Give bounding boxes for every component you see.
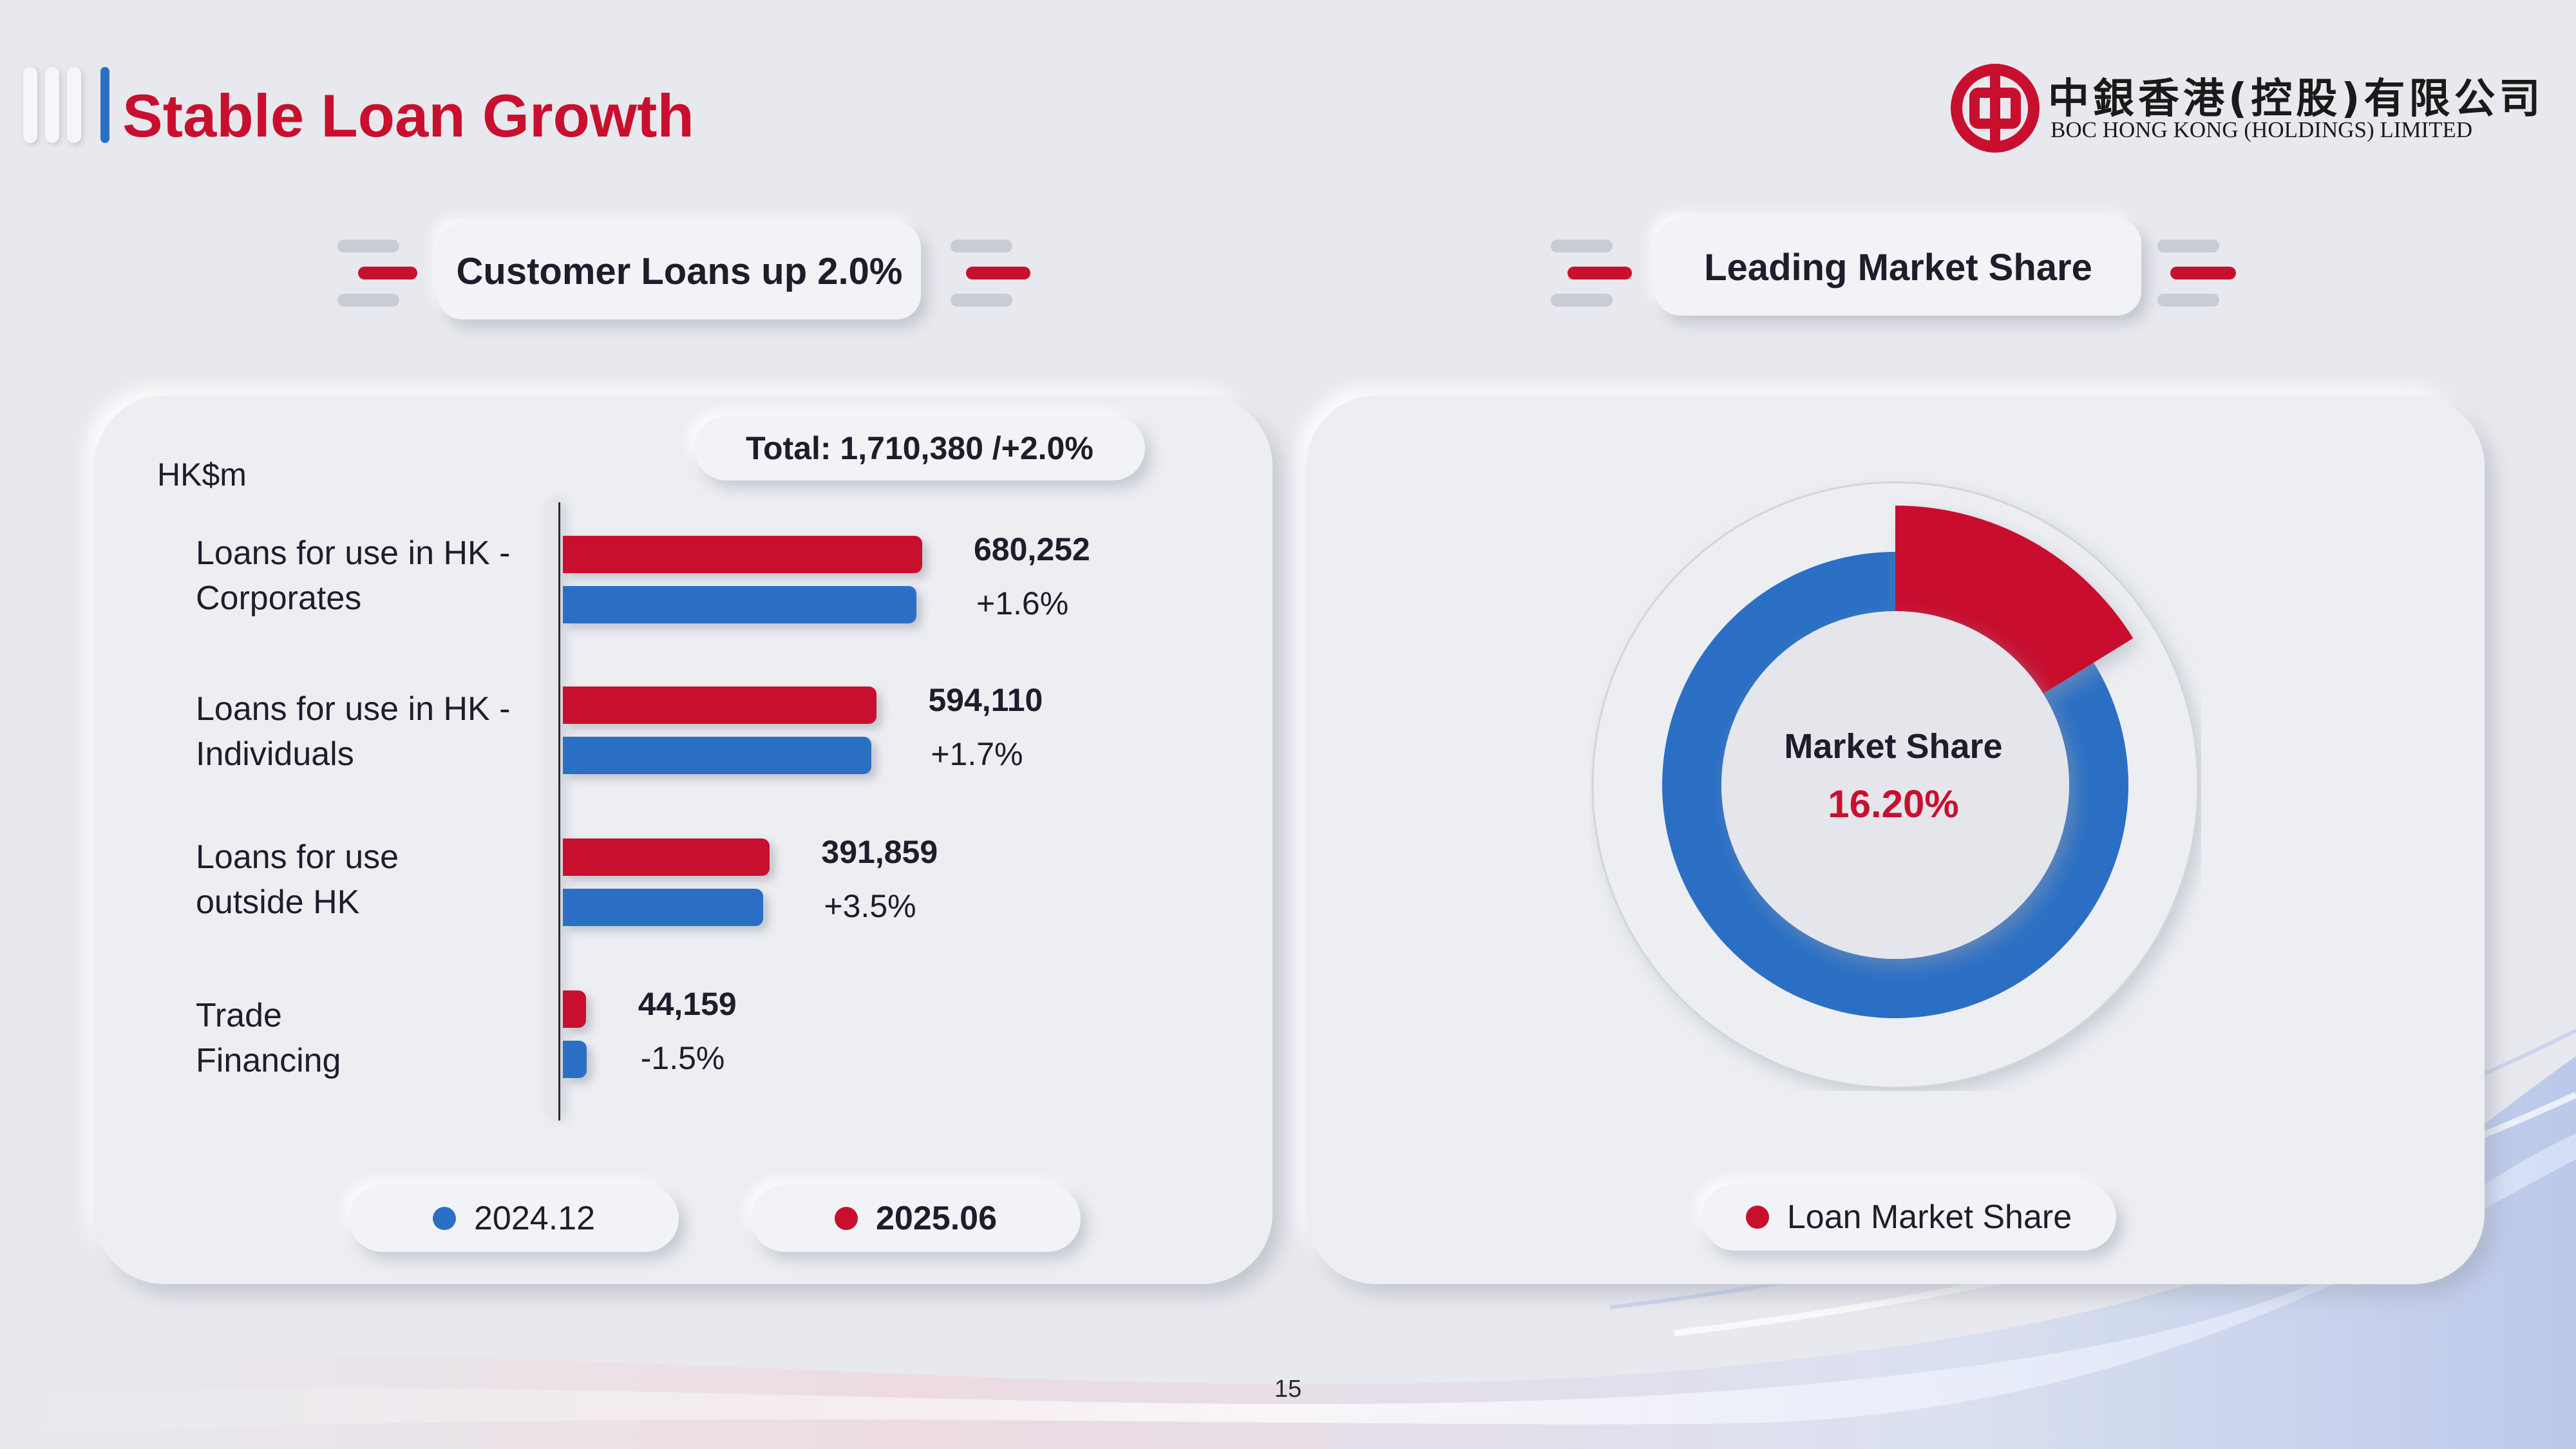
- category-label: Loans for use in HK - Individuals: [196, 687, 510, 777]
- category-label-line: outside HK: [196, 884, 360, 921]
- category-label: Loans for use in HK - Corporates: [196, 531, 510, 621]
- category-label-line: Financing: [196, 1042, 341, 1079]
- donut-slice-loan-market-share: [1895, 506, 2134, 694]
- bar-2025-06: [563, 687, 877, 724]
- legend-item-2024-12[interactable]: 2024.12: [349, 1185, 679, 1252]
- legend-dot-red-icon: [1745, 1206, 1769, 1229]
- legend-label: 2025.06: [876, 1200, 997, 1237]
- category-label-line: Loans for use in HK -: [196, 690, 511, 728]
- bar-2025-06: [563, 838, 770, 876]
- category-label-line: Individuals: [196, 735, 354, 773]
- bar-change-label: +1.7%: [931, 736, 1023, 772]
- left-panel-header: Customer Loans up 2.0%: [438, 223, 921, 319]
- category-label-line: Loans for use: [196, 838, 399, 876]
- page-number: 15: [1274, 1376, 1302, 1403]
- category-label-line: Trade: [196, 997, 282, 1034]
- legend-label: 2024.12: [474, 1200, 595, 1237]
- header-dash: [2170, 267, 2236, 279]
- header-dash: [1551, 240, 1613, 252]
- bar-2024-12: [563, 889, 763, 926]
- category-label-line: Corporates: [196, 580, 362, 617]
- donut-outer-ring-shade: [1591, 481, 2199, 1089]
- bar-value-label: 680,252: [974, 531, 1090, 567]
- logo-english-name: BOC HONG KONG (HOLDINGS) LIMITED: [2050, 117, 2473, 142]
- bar-2024-12: [563, 586, 917, 623]
- legend-dot-red-icon: [835, 1207, 858, 1230]
- header-dash: [337, 240, 399, 252]
- donut-center: [1721, 611, 2069, 959]
- header-dash: [951, 294, 1012, 307]
- bar-2025-06: [563, 536, 922, 573]
- legend-dot-blue-icon: [433, 1207, 457, 1230]
- bar-value-label: 594,110: [928, 682, 1043, 718]
- bar-2025-06: [563, 990, 587, 1028]
- bar-2024-12: [563, 737, 872, 774]
- market-share-value: 16.20%: [1828, 782, 1959, 826]
- company-logo: 中銀香港(控股)有限公司 BOC HONG KONG (HOLDINGS) LI…: [1950, 63, 2568, 153]
- total-badge: Total: 1,710,380 /+2.0%: [694, 416, 1145, 480]
- legend-item-loan-market-share[interactable]: Loan Market Share: [1701, 1184, 2116, 1251]
- page-title: Stable Loan Growth: [122, 82, 694, 149]
- header-dash: [1567, 267, 1632, 279]
- bar-2024-12: [563, 1041, 587, 1078]
- category-label: Trade Financing: [196, 993, 341, 1083]
- header-dash: [2157, 294, 2219, 307]
- header-dash: [1551, 294, 1613, 307]
- header-dash: [358, 267, 417, 279]
- header-dash: [966, 267, 1030, 279]
- category-label: Loans for use outside HK: [196, 835, 399, 925]
- legend-item-2025-06[interactable]: 2025.06: [751, 1185, 1081, 1252]
- legend-label: Loan Market Share: [1786, 1198, 2072, 1236]
- bar-chart-axis: [545, 502, 560, 1121]
- bar-change-label: +3.5%: [824, 888, 916, 924]
- market-share-title: Market Share: [1784, 727, 2003, 766]
- bar-value-label: 44,159: [638, 986, 737, 1022]
- logo-chinese-name: 中銀香港(控股)有限公司: [2048, 75, 2544, 123]
- header-dash: [337, 294, 399, 307]
- category-label-line: Loans for use in HK -: [196, 535, 511, 572]
- bar-value-label: 391,859: [821, 834, 938, 870]
- header-dash: [2157, 240, 2219, 252]
- market-share-donut: [1591, 481, 2199, 1089]
- boc-logo-icon: [1951, 64, 2040, 153]
- bar-change-label: +1.6%: [976, 585, 1069, 621]
- right-panel-header: Leading Market Share: [1655, 219, 2141, 316]
- bar-change-label: -1.5%: [640, 1040, 725, 1076]
- header-dash: [951, 240, 1012, 252]
- unit-label: HK$m: [157, 457, 247, 493]
